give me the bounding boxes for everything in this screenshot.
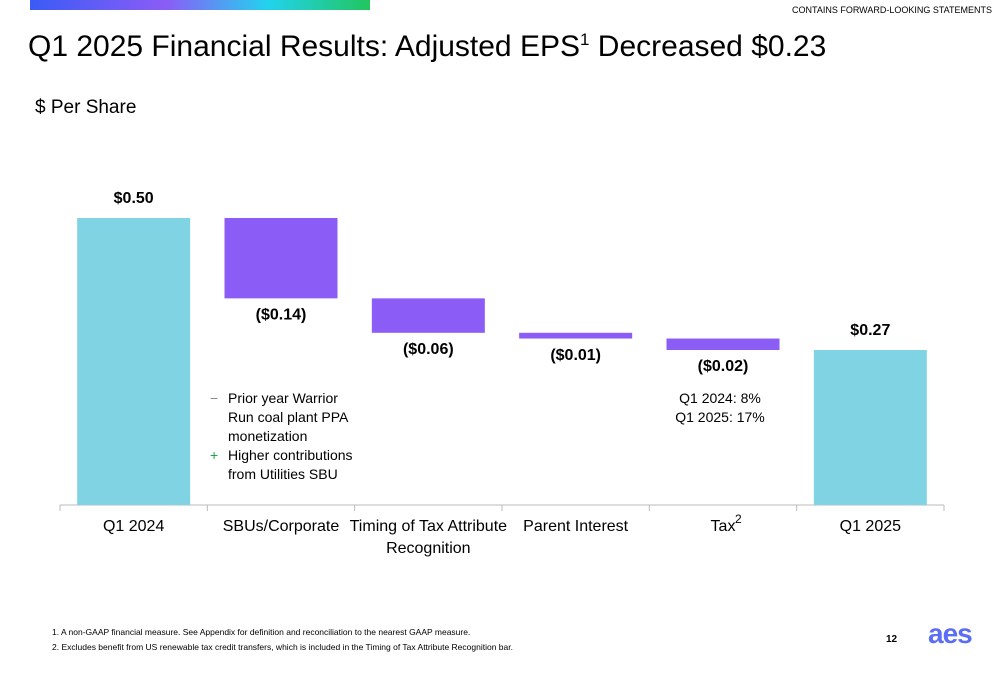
category-note: 2 (735, 512, 742, 526)
x-tick-label: Timing of Tax Attribute Recognition (349, 518, 508, 557)
value-label: ($0.06) (403, 341, 454, 358)
x-tick-label: Tax (710, 518, 736, 535)
bar (77, 218, 191, 505)
note-sign: − (210, 390, 219, 406)
brand-bar (30, 0, 370, 10)
note-text: Prior year Warrior Run coal plant PPA mo… (228, 390, 348, 444)
bar (371, 298, 485, 333)
note-row: + Higher contributions from Utilities SBU (210, 446, 370, 484)
x-tick-label: Q1 2025 (839, 518, 902, 535)
x-tick-label: SBUs/Corporate (222, 518, 340, 535)
sbu-notes: − Prior year Warrior Run coal plant PPA m… (210, 389, 370, 484)
notice: CONTAINS FORWARD-LOOKING STATEMENTS (791, 5, 992, 15)
subtitle: $ Per Share (35, 97, 137, 118)
footnote: 2. Excludes benefit from US renewable ta… (52, 642, 513, 652)
note-sign: + (210, 447, 219, 463)
page-number: 12 (886, 634, 898, 645)
tax-notes: Q1 2024: 8% Q1 2025: 17% (660, 389, 780, 427)
bar (224, 218, 338, 299)
note-row: − Prior year Warrior Run coal plant PPA m… (210, 389, 370, 446)
title: Q1 2025 Financial Results: Adjusted EPS1… (28, 30, 826, 64)
value-label: ($0.02) (698, 358, 749, 375)
footnotes: 1. A non-GAAP financial measure. See App… (52, 625, 513, 655)
footnote: 1. A non-GAAP financial measure. See App… (52, 627, 471, 637)
value-label: ($0.14) (256, 307, 307, 324)
logo: aes (928, 618, 973, 649)
title-superscript: 1 (579, 30, 590, 49)
x-tick-label: Parent Interest (523, 518, 629, 535)
bar (519, 332, 633, 339)
tax-note: Q1 2024: 8% (679, 390, 761, 406)
tax-note: Q1 2025: 17% (675, 409, 765, 425)
title-text: Q1 2025 Financial Results: Adjusted EPS (28, 30, 580, 63)
bar (666, 338, 780, 351)
x-tick-label: Q1 2024 (102, 518, 165, 535)
bar (813, 350, 927, 505)
value-label: $0.27 (850, 322, 890, 339)
value-label: ($0.01) (550, 347, 601, 364)
value-label: $0.50 (114, 190, 154, 207)
title-text: Decreased $0.23 (589, 30, 827, 63)
note-text: Higher contributions from Utilities SBU (228, 447, 353, 482)
